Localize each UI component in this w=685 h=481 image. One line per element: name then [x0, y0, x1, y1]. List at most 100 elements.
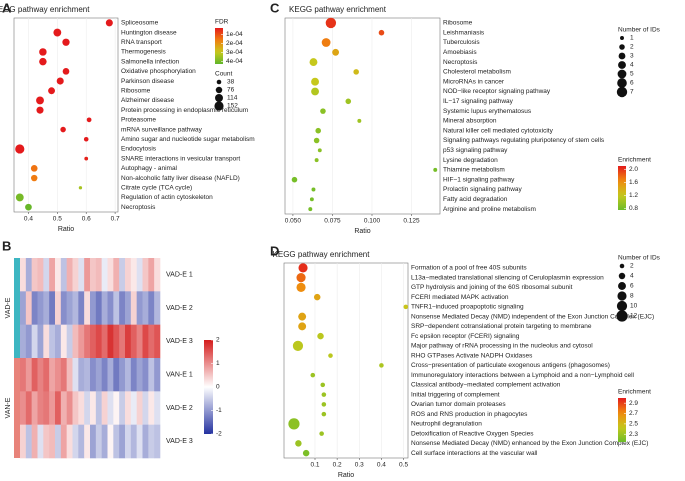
- x-tick-label: 0.050: [285, 218, 302, 225]
- dot: [296, 282, 306, 292]
- category-label: Alzheimer disease: [121, 97, 174, 104]
- heatmap-cell: [136, 291, 143, 325]
- size-key-label: 6: [630, 283, 634, 290]
- category-label: Citrate cycle (TCA cycle): [121, 184, 192, 191]
- heatmap-cell: [43, 358, 50, 392]
- heatmap-cell: [142, 324, 149, 359]
- category-label: Nonsense Mediated Decay (NMD) enhanced b…: [411, 440, 648, 447]
- heatmap-cell: [66, 291, 73, 325]
- heatmap-cell: [20, 258, 27, 292]
- heatmap-cell: [37, 391, 44, 425]
- category-label: RNA transport: [121, 39, 162, 46]
- heatmap-cell: [113, 258, 120, 292]
- legend-title: Enrichment: [618, 389, 651, 396]
- colorbar: [618, 398, 626, 442]
- dot: [78, 186, 83, 190]
- chart-title: KEGG pathway enrichment: [273, 250, 371, 259]
- heatmap-cell: [101, 258, 108, 292]
- heatmap-cell: [84, 391, 91, 425]
- heatmap-cell: [37, 424, 44, 459]
- chart-title: KEGG pathway enrichment: [0, 5, 90, 14]
- dot: [321, 392, 327, 397]
- category-label: Major pathway of rRNA processing in the …: [411, 343, 593, 350]
- heatmap-cell: [25, 358, 32, 392]
- colorbar: [204, 340, 213, 434]
- category-label: Fc epsilon receptor (FCERI) signaling: [411, 333, 520, 340]
- heatmap-cell: [66, 324, 73, 359]
- dot: [296, 273, 306, 283]
- heatmap-cell: [154, 324, 161, 359]
- category-label: Salmonella infection: [121, 58, 180, 65]
- dot: [313, 137, 320, 144]
- heatmap-cell: [49, 258, 56, 292]
- category-label: Systemic lupus erythematosus: [443, 108, 532, 115]
- dot: [105, 19, 113, 27]
- heatmap-cell: [148, 424, 155, 459]
- category-label: Parkinson disease: [121, 78, 174, 85]
- heatmap-cell: [142, 258, 149, 292]
- category-label: Neutrophil degranulation: [411, 421, 482, 428]
- size-key-label: 12: [630, 313, 638, 320]
- heatmap-cell: [101, 358, 108, 392]
- size-key: [215, 86, 223, 94]
- panel-letter: B: [2, 238, 11, 253]
- category-label: Formation of a pool of free 40S subunits: [411, 265, 527, 272]
- colorbar-tick-label: 3e-04: [226, 49, 243, 56]
- heatmap-cell: [130, 358, 137, 392]
- dot: [311, 77, 319, 86]
- heatmap-cell: [154, 258, 161, 292]
- size-key-label: 6: [630, 80, 634, 87]
- heatmap-cell: [55, 291, 62, 325]
- legend-title: Enrichment: [618, 157, 651, 164]
- category-label: Immunoregulatory interactions between a …: [411, 372, 635, 379]
- heatmap-cell: [20, 324, 27, 359]
- size-key: [616, 300, 628, 312]
- heatmap-cell: [119, 424, 126, 459]
- size-key-label: 1: [630, 35, 634, 42]
- heatmap-cell: [148, 391, 155, 425]
- category-label: Prolactin signaling pathway: [443, 186, 523, 193]
- x-tick-label: 0.3: [355, 462, 364, 469]
- heatmap-cell: [125, 424, 132, 459]
- heatmap-cell: [31, 358, 38, 392]
- panel-letter: D: [270, 243, 279, 258]
- category-label: TNFR1−induced proapoptotic signaling: [411, 304, 524, 311]
- heatmap-cell: [25, 391, 32, 425]
- heatmap-cell: [142, 391, 149, 425]
- heatmap-cell: [37, 291, 44, 325]
- heatmap-cell: [142, 358, 149, 392]
- size-key: [619, 44, 625, 50]
- heatmap-cell: [101, 324, 108, 359]
- heatmap-cell: [72, 324, 79, 359]
- category-label: Mineral absorption: [443, 118, 497, 125]
- heatmap-cell: [25, 258, 32, 292]
- heatmap-cell: [78, 258, 85, 292]
- dot: [320, 382, 326, 388]
- heatmap-cell: [31, 391, 38, 425]
- dot: [56, 77, 64, 85]
- heatmap-cell: [66, 391, 73, 425]
- heatmap-cell: [25, 291, 32, 325]
- heatmap-cell: [31, 424, 38, 459]
- dot: [313, 293, 321, 301]
- heatmap-cell: [20, 424, 27, 459]
- colorbar-tick-label: 2.5: [629, 421, 638, 428]
- category-label: L13a−mediated translational silencing of…: [411, 274, 604, 281]
- heatmap-cell: [130, 324, 137, 359]
- heatmap-cell: [136, 324, 143, 359]
- x-tick-label: 0.100: [364, 218, 381, 225]
- heatmap-cell: [101, 391, 108, 425]
- colorbar-tick-label: 0.8: [629, 205, 638, 212]
- category-label: Proteasome: [121, 117, 156, 124]
- dot: [83, 136, 89, 142]
- heatmap-cell: [125, 358, 132, 392]
- colorbar-tick-label: 1.6: [629, 179, 638, 186]
- x-tick-label: 0.1: [310, 462, 319, 469]
- colorbar-tick-label: 2.3: [629, 431, 638, 438]
- dot: [321, 38, 331, 47]
- x-axis-label: Ratio: [338, 472, 354, 479]
- dot: [39, 48, 47, 56]
- size-key-label: 3: [630, 53, 634, 60]
- heatmap-cell: [101, 291, 108, 325]
